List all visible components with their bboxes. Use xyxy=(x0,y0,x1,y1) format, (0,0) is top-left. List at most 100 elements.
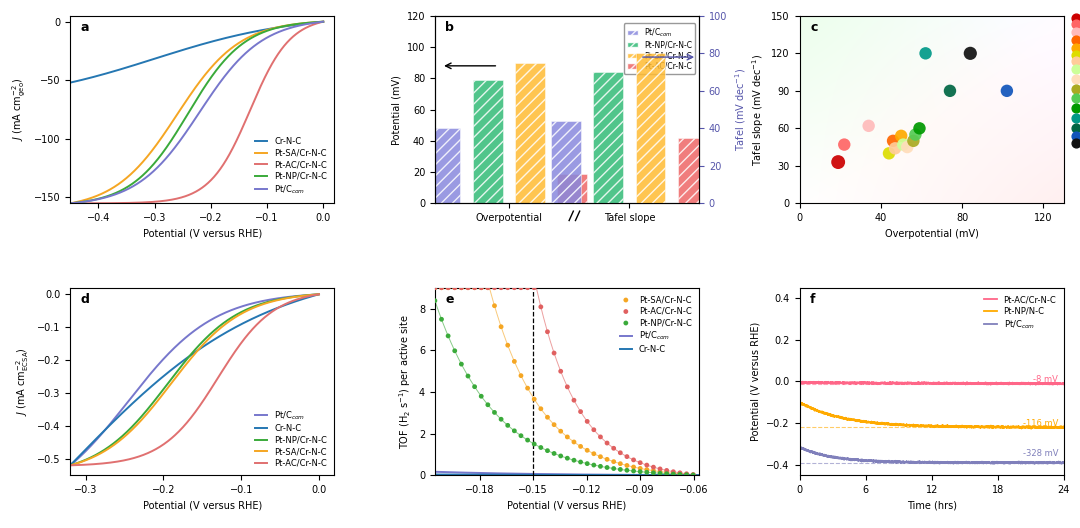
Pt-AC/Cr-N-C xyxy=(307,292,320,298)
Pt-SA/Cr-N-C xyxy=(199,340,212,346)
Pt-SA/Cr-N-C xyxy=(625,463,643,472)
Pt-SA/Cr-N-C xyxy=(440,284,457,292)
Cr-N-C xyxy=(181,354,194,360)
Pt-NP/Cr-N-C xyxy=(492,415,510,423)
Pt-SA/Cr-N-C xyxy=(658,468,675,477)
Legend: Pt/C$_{com}$, Pt-NP/Cr-N-C, Pt-SA/Cr-N-C, Pt-AC/Cr-N-C: Pt/C$_{com}$, Pt-NP/Cr-N-C, Pt-SA/Cr-N-C… xyxy=(623,23,696,73)
Pt/C$_{com}$ xyxy=(1050,459,1063,466)
Pt-SA/Cr-N-C xyxy=(446,284,463,292)
Pt-AC/Cr-N-C xyxy=(312,291,325,297)
Pt-AC/Cr-N-C xyxy=(440,284,457,292)
Pt/C$_{com}$ xyxy=(915,459,928,465)
X-axis label: Overpotential (mV): Overpotential (mV) xyxy=(885,229,978,239)
Pt-AC/Cr-N-C xyxy=(658,466,675,475)
Pt-NP/Cr-N-C xyxy=(499,421,516,430)
Bar xyxy=(431,128,460,203)
Pt-NP/Cr-N-C xyxy=(486,408,503,417)
Pt-AC/Cr-N-C xyxy=(794,379,807,385)
Pt-NP/N-C xyxy=(1057,425,1070,431)
Line: Pt-NP/Cr-N-C: Pt-NP/Cr-N-C xyxy=(70,22,323,203)
Pt-AC/Cr-N-C xyxy=(186,191,199,197)
Pt-NP/Cr-N-C xyxy=(186,104,199,110)
Pt-NP/Cr-N-C xyxy=(519,436,537,445)
Bar xyxy=(515,63,544,203)
Pt/C$_{com}$ xyxy=(212,313,225,319)
Pt-AC/Cr-N-C xyxy=(672,468,689,477)
Pt/C$_{com}$ xyxy=(268,296,281,302)
Point xyxy=(887,144,904,153)
Legend: Pt-AC/CrNC, 2D-Pt/LDH, Pt$_1$/Mn$_3$O$_4$, Rh SA-CuO NAs, Ru-Ni$_2$P$_4$, Pt-ALD: Pt-AC/CrNC, 2D-Pt/LDH, Pt$_1$/Mn$_3$O$_4… xyxy=(1069,15,1080,148)
Pt-AC/Cr-N-C xyxy=(915,381,928,387)
Point xyxy=(894,140,912,149)
Pt/C$_{com}$ xyxy=(692,472,705,478)
Pt-SA/Cr-N-C xyxy=(539,413,556,421)
Pt/C$_{com}$ xyxy=(429,469,442,475)
Pt/C$_{com}$ xyxy=(620,472,633,478)
Pt-AC/Cr-N-C xyxy=(585,426,603,434)
Pt-NP/Cr-N-C xyxy=(505,427,523,435)
Pt-NP/Cr-N-C xyxy=(64,462,77,468)
Pt-NP/Cr-N-C xyxy=(184,353,197,359)
Point xyxy=(899,143,916,152)
Cr-N-C xyxy=(214,36,227,42)
Legend: Cr-N-C, Pt-SA/Cr-N-C, Pt-AC/Cr-N-C, Pt-NP/Cr-N-C, Pt/C$_{com}$: Cr-N-C, Pt-SA/Cr-N-C, Pt-AC/Cr-N-C, Pt-N… xyxy=(252,134,330,199)
Pt-SA/Cr-N-C xyxy=(526,395,543,403)
Pt/C$_{com}$ xyxy=(316,18,329,25)
Pt-AC/Cr-N-C xyxy=(526,284,543,292)
Pt/C$_{com}$ xyxy=(184,331,197,337)
Pt-SA/Cr-N-C xyxy=(572,442,590,450)
Pt-NP/Cr-N-C xyxy=(212,324,225,331)
Pt-NP/Cr-N-C xyxy=(585,461,603,469)
Pt-AC/Cr-N-C xyxy=(184,191,197,197)
X-axis label: Potential (V versus RHE): Potential (V versus RHE) xyxy=(143,501,262,511)
Pt-AC/Cr-N-C xyxy=(181,418,194,424)
Pt-AC/Cr-N-C xyxy=(1001,380,1014,386)
Pt-NP/Cr-N-C xyxy=(459,372,476,380)
Pt-NP/Cr-N-C xyxy=(271,24,284,31)
Pt-SA/Cr-N-C xyxy=(632,464,649,473)
Text: e: e xyxy=(445,294,454,306)
Pt/C$_{com}$ xyxy=(793,444,806,450)
Y-axis label: $J$ (mA cm$^{-2}_\mathrm{ECSA}$): $J$ (mA cm$^{-2}_\mathrm{ECSA}$) xyxy=(15,347,31,416)
Pt-AC/Cr-N-C xyxy=(486,284,503,292)
Pt-NP/N-C xyxy=(915,422,928,428)
Pt-SA/Cr-N-C xyxy=(611,459,629,468)
Legend: Pt-AC/Cr-N-C, Pt-NP/N-C, Pt/C$_{com}$: Pt-AC/Cr-N-C, Pt-NP/N-C, Pt/C$_{com}$ xyxy=(981,292,1059,334)
Pt-NP/Cr-N-C xyxy=(605,464,622,473)
Bar xyxy=(551,121,581,203)
Pt/C$_{com}$ xyxy=(514,470,527,477)
Pt-NP/Cr-N-C xyxy=(311,19,324,25)
Line: Pt-AC/Cr-N-C: Pt-AC/Cr-N-C xyxy=(70,294,319,465)
Line: Pt-SA/Cr-N-C: Pt-SA/Cr-N-C xyxy=(70,22,323,203)
Pt-NP/N-C xyxy=(793,400,806,406)
Cr-N-C xyxy=(199,343,212,349)
Line: Cr-N-C: Cr-N-C xyxy=(70,22,323,83)
Pt-NP/Cr-N-C xyxy=(181,354,194,361)
Pt-SA/Cr-N-C xyxy=(492,323,510,331)
Pt-AC/Cr-N-C xyxy=(984,382,997,388)
Pt-NP/Cr-N-C xyxy=(512,431,529,440)
Line: Pt-AC/Cr-N-C: Pt-AC/Cr-N-C xyxy=(799,382,1064,385)
Line: Pt-AC/Cr-N-C: Pt-AC/Cr-N-C xyxy=(70,22,323,203)
Pt-NP/Cr-N-C xyxy=(199,336,212,343)
Pt-NP/Cr-N-C xyxy=(685,471,702,479)
X-axis label: Potential (V versus RHE): Potential (V versus RHE) xyxy=(143,229,262,239)
Point xyxy=(892,131,909,140)
Text: -8 mV: -8 mV xyxy=(1034,375,1058,384)
Cr-N-C xyxy=(201,40,214,46)
Pt-NP/Cr-N-C xyxy=(184,107,197,113)
Pt-SA/Cr-N-C xyxy=(181,359,194,365)
Pt-SA/Cr-N-C xyxy=(558,433,576,441)
Cr-N-C xyxy=(692,472,705,478)
Pt/C$_{com}$ xyxy=(186,120,199,127)
Pt-NP/Cr-N-C xyxy=(552,452,569,460)
Line: Cr-N-C: Cr-N-C xyxy=(70,294,319,465)
Pt/C$_{com}$ xyxy=(199,320,212,327)
Cr-N-C xyxy=(620,472,633,478)
Pt-NP/N-C xyxy=(1050,424,1063,430)
Pt/C$_{com}$ xyxy=(460,469,473,476)
Cr-N-C xyxy=(619,472,632,478)
Pt-NP/Cr-N-C xyxy=(532,444,550,452)
Pt-AC/Cr-N-C xyxy=(64,200,77,206)
Pt-NP/Cr-N-C xyxy=(64,200,77,206)
